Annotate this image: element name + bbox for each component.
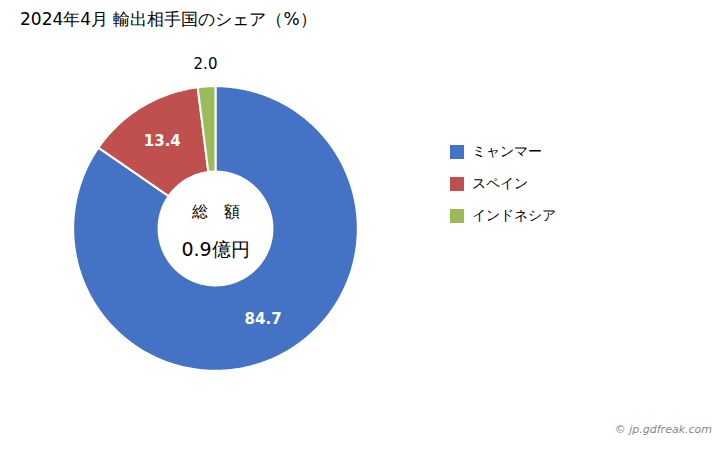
svg-text:総 額: 総 額: [191, 202, 240, 221]
svg-text:84.7: 84.7: [245, 310, 282, 328]
html-text:ミャンマー: ミャンマー: [472, 143, 542, 159]
svg-text:2.0: 2.0: [194, 55, 218, 73]
html-text:2024年4月 輸出相手国のシェア（%）: 2024年4月 輸出相手国のシェア（%）: [20, 9, 317, 29]
html-text:© jp.gdfreak.com: © jp.gdfreak.com: [614, 423, 712, 436]
svg-text:13.4: 13.4: [144, 132, 181, 150]
svg-text:0.9億円: 0.9億円: [181, 238, 249, 260]
html-text:インドネシア: インドネシア: [472, 207, 556, 223]
html-text:スペイン: スペイン: [472, 175, 528, 191]
